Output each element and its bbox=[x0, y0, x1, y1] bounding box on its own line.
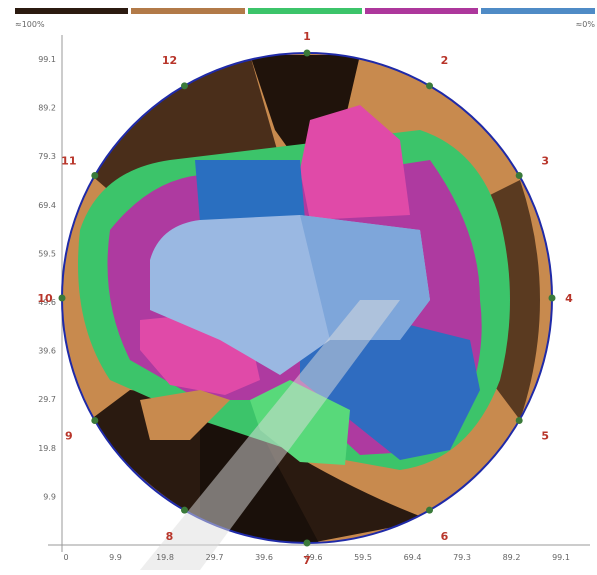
x-tick-label: 99.1 bbox=[552, 553, 570, 562]
y-tick-label: 29.7 bbox=[38, 395, 56, 404]
y-tick-label: 79.3 bbox=[38, 152, 56, 161]
position-label: 2 bbox=[441, 54, 449, 67]
edge-marker bbox=[58, 294, 66, 302]
legend-max: ≈100% bbox=[15, 20, 45, 29]
y-tick-label: 49.6 bbox=[38, 298, 56, 307]
position-label: 4 bbox=[565, 292, 573, 305]
edge-marker bbox=[515, 417, 523, 424]
edge-marker bbox=[426, 506, 433, 514]
edge-marker bbox=[426, 82, 433, 90]
x-tick-label: 89.2 bbox=[503, 553, 521, 562]
edge-marker bbox=[181, 82, 188, 90]
x-tick-label: 79.3 bbox=[453, 553, 471, 562]
watermark-stripe bbox=[140, 300, 400, 570]
y-tick-label: 99.1 bbox=[38, 55, 56, 64]
position-label: 5 bbox=[541, 430, 549, 443]
edge-marker bbox=[303, 49, 311, 57]
position-label: 1 bbox=[303, 30, 311, 43]
position-label: 10 bbox=[37, 292, 53, 305]
labels: 99.1 89.2 79.3 69.4 59.5 49.6 39.6 29.7 19.8 9.9 0… bbox=[37, 30, 573, 567]
x-tick-label: 39.6 bbox=[255, 553, 273, 562]
y-tick-label: 19.8 bbox=[38, 444, 56, 453]
position-label: 3 bbox=[541, 155, 549, 168]
edge-marker bbox=[91, 172, 99, 179]
position-label: 6 bbox=[441, 530, 449, 543]
x-tick-label: 29.7 bbox=[206, 553, 224, 562]
edge-marker bbox=[515, 172, 523, 179]
x-tick-label: 49.6 bbox=[305, 553, 323, 562]
y-tick-label: 69.4 bbox=[38, 201, 56, 210]
edge-marker bbox=[303, 539, 311, 547]
edge-marker bbox=[548, 294, 556, 302]
position-label: 9 bbox=[65, 430, 73, 443]
position-label: 7 bbox=[303, 554, 311, 567]
y-tick-label: 39.6 bbox=[38, 347, 56, 356]
legend-min: ≈0% bbox=[576, 20, 596, 29]
edge-marker bbox=[181, 506, 188, 514]
edge-markers bbox=[58, 49, 556, 547]
polar-map bbox=[62, 53, 552, 543]
x-tick-label: 9.9 bbox=[109, 553, 122, 562]
edge-marker bbox=[91, 417, 99, 424]
position-label: 12 bbox=[162, 54, 177, 67]
x-tick-label: 59.5 bbox=[354, 553, 372, 562]
y-tick-label: 89.2 bbox=[38, 104, 56, 113]
x-tick-label: 0 bbox=[63, 553, 68, 562]
position-label: 11 bbox=[61, 155, 76, 168]
color-bar bbox=[15, 8, 595, 14]
y-tick-label: 59.5 bbox=[38, 249, 56, 258]
y-tick-label: 9.9 bbox=[43, 492, 56, 501]
position-label: 8 bbox=[166, 530, 174, 543]
x-tick-label: 19.8 bbox=[156, 553, 174, 562]
x-tick-label: 69.4 bbox=[404, 553, 422, 562]
